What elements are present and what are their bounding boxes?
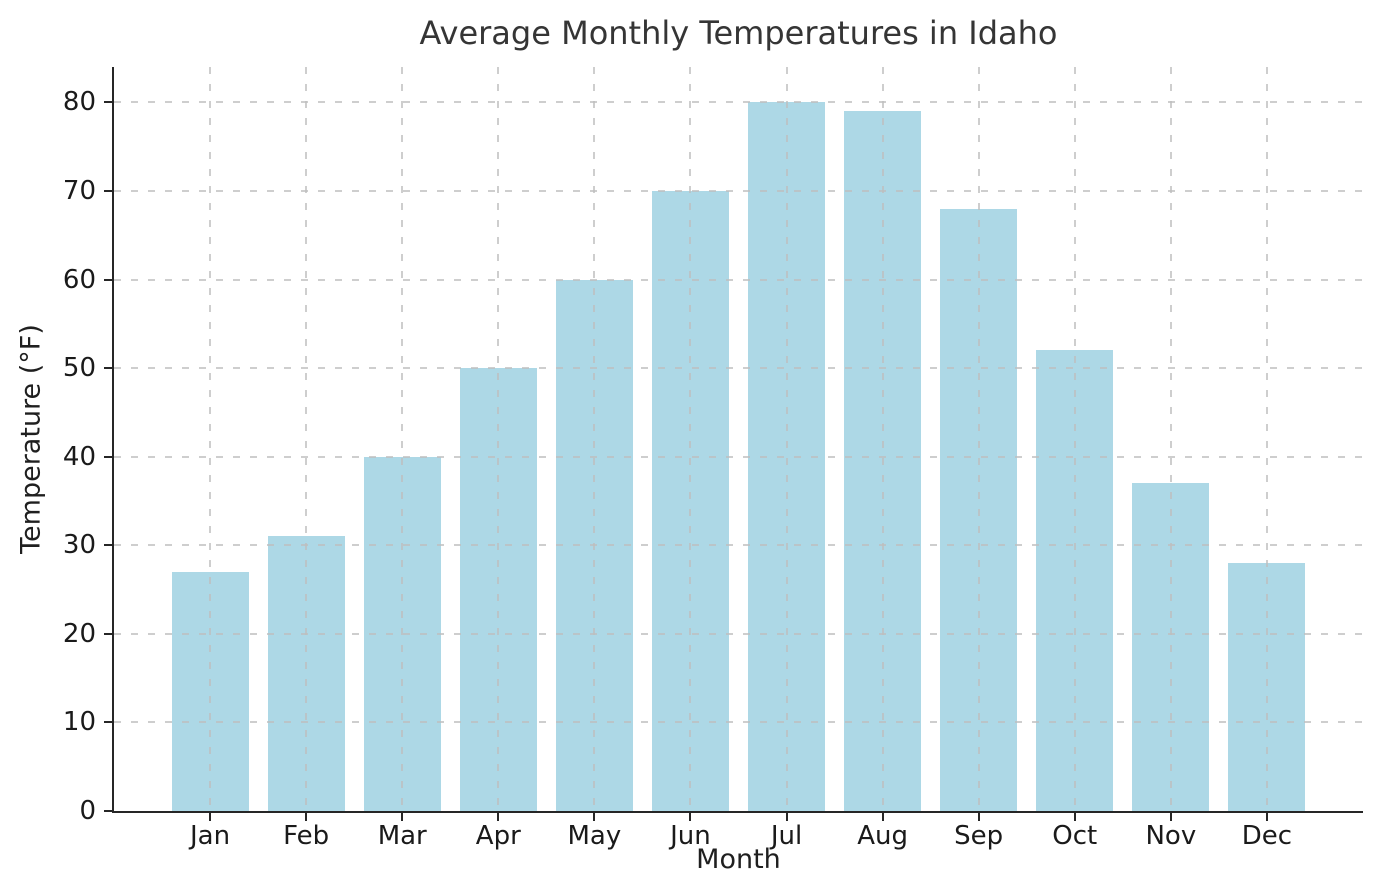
x-tick-mark (881, 813, 884, 821)
x-tick-mark (497, 813, 500, 821)
y-tick-label-40: 40 (62, 441, 96, 472)
x-tick-mark (1169, 813, 1172, 821)
x-tick-mark (593, 813, 596, 821)
y-tick-label-80: 80 (62, 87, 96, 118)
y-tick-mark (104, 544, 112, 547)
x-tick-label-dec: Dec (1241, 821, 1293, 851)
gridline-vertical (497, 67, 500, 811)
y-tick-mark (104, 101, 112, 104)
gridline-vertical (1073, 67, 1076, 811)
y-tick-label-50: 50 (62, 353, 96, 384)
x-tick-mark (689, 813, 692, 821)
x-tick-mark (977, 813, 980, 821)
gridline-vertical (977, 67, 980, 811)
y-tick-label-20: 20 (62, 618, 96, 649)
gridline-vertical (1265, 67, 1268, 811)
x-tick-label-sep: Sep (954, 821, 1004, 851)
gridline-vertical (1169, 67, 1172, 811)
gridline-horizontal (114, 455, 1363, 458)
y-tick-label-10: 10 (62, 707, 96, 738)
y-tick-label-30: 30 (62, 530, 96, 561)
x-tick-label-apr: Apr (475, 821, 521, 851)
y-tick-mark (104, 190, 112, 192)
y-tick-label-0: 0 (79, 796, 96, 826)
x-axis-label: Month (696, 844, 781, 875)
gridline-vertical (209, 67, 212, 811)
x-tick-label-nov: Nov (1145, 821, 1197, 851)
x-tick-label-may: May (567, 821, 622, 851)
gridline-horizontal (114, 367, 1363, 370)
y-tick-mark (104, 632, 112, 635)
x-tick-label-mar: Mar (377, 821, 427, 851)
y-tick-label-70: 70 (62, 176, 96, 206)
plot-area: Jan Feb Mar Apr May Jun Jul Aug Sep Oct Nov Dec 0 10 2… (63, 67, 1363, 851)
y-tick-label-60: 60 (62, 264, 96, 295)
gridline-vertical (401, 67, 404, 811)
gridline-vertical (881, 67, 884, 811)
y-tick-mark (104, 278, 112, 281)
gridline-vertical (689, 67, 692, 811)
gridline-horizontal (114, 632, 1363, 635)
chart-title: Average Monthly Temperatures in Idaho (419, 14, 1058, 52)
x-tick-label-feb: Feb (283, 821, 330, 851)
x-tick-mark (209, 813, 212, 821)
x-tick-mark (401, 813, 404, 821)
gridline-vertical (785, 67, 788, 811)
y-tick-mark (104, 367, 112, 370)
y-tick-mark (104, 721, 112, 724)
y-tick-mark (104, 455, 112, 458)
gridline-vertical (305, 67, 308, 811)
gridline-horizontal (114, 278, 1363, 281)
x-tick-label-jan: Jan (190, 821, 231, 851)
x-tick-label-aug: Aug (857, 821, 908, 851)
x-tick-mark (305, 813, 308, 821)
gridline-horizontal (114, 101, 1363, 104)
x-tick-label-jul: Jul (770, 821, 803, 851)
gridline-horizontal (114, 544, 1363, 547)
gridline-vertical (593, 67, 596, 811)
gridline-horizontal (114, 190, 1363, 192)
x-tick-mark (1073, 813, 1076, 821)
x-tick-mark (1265, 813, 1268, 821)
gridline-horizontal (114, 721, 1363, 724)
x-tick-mark (785, 813, 788, 821)
x-tick-label-jun: Jun (670, 821, 711, 851)
y-tick-mark (104, 810, 112, 812)
x-tick-label-oct: Oct (1052, 821, 1098, 851)
